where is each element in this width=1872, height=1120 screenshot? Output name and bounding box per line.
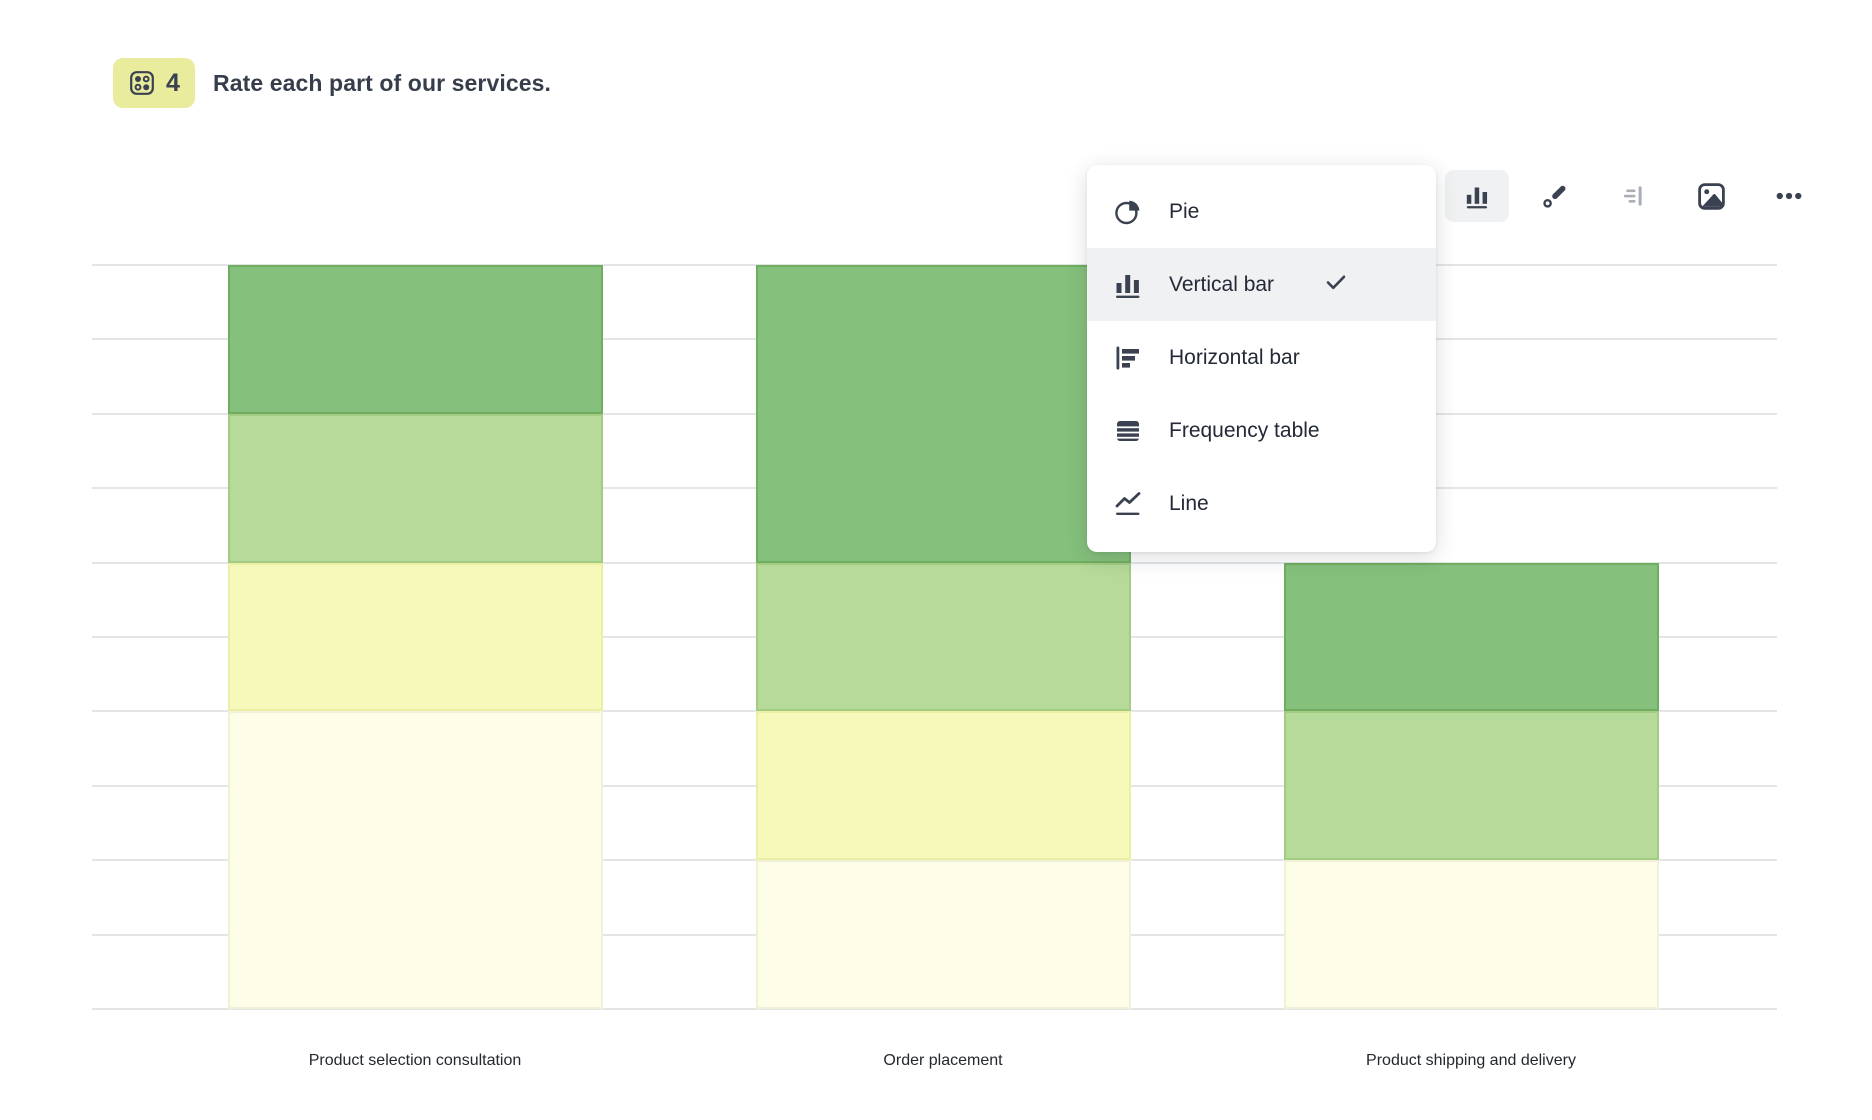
image-icon [1696, 181, 1727, 212]
vertical-bar-icon [1113, 270, 1143, 300]
paintbrush-icon [1540, 181, 1570, 211]
bar-segment-light-green[interactable] [756, 562, 1131, 712]
question-number-badge: 4 [113, 58, 195, 108]
bar-segment-yellow[interactable] [756, 711, 1131, 861]
question-header: 4 Rate each part of our services. [113, 58, 551, 108]
gridline [92, 1008, 1777, 1010]
category-label: Product selection consultation [308, 1052, 522, 1069]
bar-segment-cream[interactable] [1284, 860, 1659, 1009]
frequency-table-icon [1113, 416, 1143, 446]
category-label: Order placement [883, 1052, 1003, 1069]
more-button[interactable] [1757, 170, 1821, 222]
bar-2 [756, 265, 1131, 1009]
menu-item-pie[interactable]: Pie [1087, 175, 1436, 248]
reorder-button[interactable] [1601, 170, 1665, 222]
image-button[interactable] [1679, 170, 1743, 222]
menu-item-label: Horizontal bar [1169, 345, 1300, 369]
bar-segment-green[interactable] [228, 265, 603, 414]
ellipsis-icon [1774, 181, 1804, 211]
bar-3 [1284, 562, 1659, 1009]
bar-segment-green[interactable] [1284, 562, 1659, 712]
sort-lines-icon [1619, 182, 1647, 210]
bar-segment-cream[interactable] [756, 860, 1131, 1009]
bar-chart-icon [1464, 183, 1491, 210]
menu-item-line[interactable]: Line [1087, 467, 1436, 540]
pie-chart-icon [1113, 197, 1143, 227]
question-number: 4 [166, 68, 180, 97]
bar-segment-green[interactable] [756, 265, 1131, 563]
menu-item-horizontal-bar[interactable]: Horizontal bar [1087, 321, 1436, 394]
bar-segment-yellow[interactable] [228, 562, 603, 712]
bar-1 [228, 265, 603, 1009]
menu-item-label: Line [1169, 491, 1209, 515]
bar-segment-light-green[interactable] [1284, 711, 1659, 861]
line-chart-icon [1113, 489, 1143, 519]
check-icon [1324, 270, 1348, 299]
category-label: Product shipping and delivery [1366, 1052, 1576, 1069]
menu-item-label: Frequency table [1169, 418, 1320, 442]
menu-item-frequency-table[interactable]: Frequency table [1087, 394, 1436, 467]
menu-item-label: Vertical bar [1169, 272, 1275, 296]
style-button[interactable] [1523, 170, 1587, 222]
bar-segment-cream[interactable] [228, 711, 603, 1009]
matrix-grid-icon [127, 68, 157, 98]
chart-type-button[interactable] [1445, 170, 1509, 222]
menu-item-label: Pie [1169, 199, 1200, 223]
horizontal-bar-icon [1113, 343, 1143, 373]
question-title: Rate each part of our services. [213, 69, 552, 96]
bar-segment-light-green[interactable] [228, 413, 603, 563]
menu-item-vertical-bar[interactable]: Vertical bar [1087, 248, 1436, 321]
chart-toolbar [1445, 170, 1821, 222]
chart-type-menu: Pie Vertical bar Horizont [1087, 165, 1436, 552]
